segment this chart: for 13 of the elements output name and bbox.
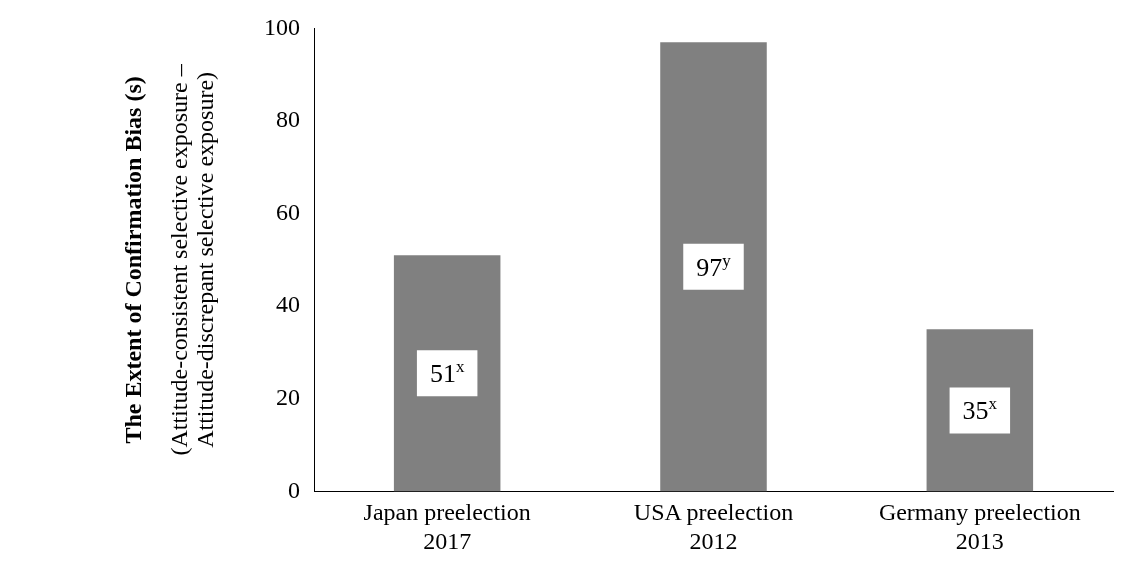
x-tick-label: Germany preelection 2013 <box>878 499 1081 554</box>
y-axis-title: The Extent of Confirmation Bias (s) <box>120 76 147 444</box>
y-tick-label: 60 <box>276 198 300 225</box>
bar <box>660 42 767 492</box>
y-tick-label: 100 <box>264 13 300 40</box>
bar <box>393 255 501 492</box>
y-tick-label: 0 <box>288 476 300 503</box>
text: (Attitude-consistent selective exposure – Attitude-discrepant selective exposure) <box>166 63 219 456</box>
y-tick-label: 20 <box>276 384 300 411</box>
x-tick-label: Japan preelection 2017 <box>363 499 531 554</box>
y-tick-label: 40 <box>276 291 300 318</box>
x-tick-label: USA preelection 2012 <box>633 499 794 554</box>
y-tick-label: 80 <box>276 106 300 133</box>
